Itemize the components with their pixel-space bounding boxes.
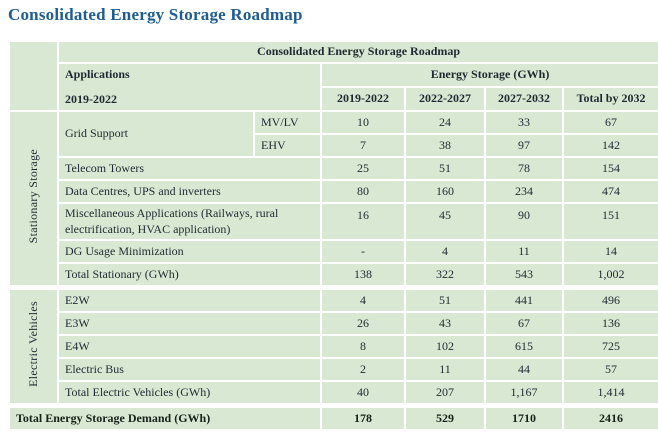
table-title-cell: Consolidated Energy Storage Roadmap	[56, 40, 658, 64]
value-cell: 142	[561, 133, 658, 158]
value-cell: 78	[484, 156, 564, 181]
value-cell: 496	[561, 285, 658, 314]
header-corner-cell	[8, 40, 59, 112]
app-cell-e2w: E2W	[57, 285, 322, 314]
year-header-2022-2027: 2022-2027	[404, 86, 486, 112]
value-cell: 615	[484, 334, 564, 360]
app-cell-total-stationary: Total Stationary (GWh)	[57, 262, 322, 289]
value-cell: 45	[404, 201, 486, 242]
value-cell: 97	[484, 133, 564, 158]
value-cell: 33	[484, 110, 564, 135]
value-cell: 4	[404, 239, 486, 265]
value-cell: 2416	[561, 403, 658, 432]
energy-storage-header-cell: Energy Storage (GWh)	[319, 62, 658, 88]
app-cell-telecom-towers: Telecom Towers	[57, 156, 322, 181]
app-cell-dg-usage: DG Usage Minimization	[57, 239, 322, 265]
value-cell: 25	[320, 156, 406, 181]
value-cell: 529	[404, 403, 486, 432]
table-row: Electric Vehicles E2W 4 51 441 496	[8, 285, 658, 407]
table-row: Total Electric Vehicles (GWh) 40 207 1,1…	[9, 380, 658, 407]
app-cell-miscellaneous: Miscellaneous Applications (Railways, ru…	[57, 201, 322, 242]
app-cell-electric-bus: Electric Bus	[57, 357, 322, 383]
applications-label: Applications	[65, 66, 130, 81]
value-cell: 26	[320, 311, 406, 337]
value-cell: 151	[561, 201, 658, 242]
table-row: DG Usage Minimization - 4 11 14	[9, 239, 658, 265]
app-cell-e3w: E3W	[57, 311, 322, 337]
value-cell: 7	[320, 133, 406, 158]
applications-header-cell: Applications 2019-2022	[57, 62, 322, 112]
value-cell: 725	[561, 334, 658, 360]
value-cell: 8	[320, 334, 406, 360]
grand-total-row: Total Energy Storage Demand (GWh) 178 52…	[8, 403, 658, 432]
value-cell: 1,167	[484, 380, 564, 407]
subtype-cell-ehv: EHV	[253, 133, 322, 158]
year-header-total-by-2032: Total by 2032	[561, 86, 658, 112]
table-row: EHV 7 38 97 142	[9, 133, 658, 158]
value-cell: 57	[561, 357, 658, 383]
value-cell: 80	[320, 179, 406, 204]
table-row: Miscellaneous Applications (Railways, ru…	[9, 201, 658, 242]
value-cell: 43	[404, 311, 486, 337]
app-cell-total-ev: Total Electric Vehicles (GWh)	[57, 380, 322, 407]
value-cell: 136	[561, 311, 658, 337]
value-cell: 102	[404, 334, 486, 360]
value-cell: 11	[484, 239, 564, 265]
energy-storage-table: Consolidated Energy Storage Roadmap Appl…	[8, 40, 658, 432]
grand-total-label-cell: Total Energy Storage Demand (GWh)	[8, 403, 322, 432]
value-cell: 322	[404, 262, 486, 289]
value-cell: 160	[404, 179, 486, 204]
value-cell: 67	[561, 110, 658, 135]
value-cell: 441	[484, 285, 564, 314]
value-cell: 2	[320, 357, 406, 383]
value-cell: 14	[561, 239, 658, 265]
value-cell: 543	[484, 262, 564, 289]
value-cell: 11	[404, 357, 486, 383]
table-row: Data Centres, UPS and inverters 80 160 2…	[9, 179, 658, 204]
value-cell: 138	[320, 262, 406, 289]
year-header-2019-2022: 2019-2022	[320, 86, 406, 112]
value-cell: 51	[404, 285, 486, 314]
value-cell: 10	[320, 110, 406, 135]
table-row: E4W 8 102 615 725	[9, 334, 658, 360]
table-row: Stationary Storage Grid Support MV/LV 10…	[8, 110, 658, 289]
section-label-stationary-storage: Stationary Storage	[8, 110, 59, 289]
value-cell: 1,002	[561, 262, 658, 289]
table-row: Total Stationary (GWh) 138 322 543 1,002	[9, 262, 658, 289]
value-cell: 474	[561, 179, 658, 204]
value-cell: 90	[484, 201, 564, 242]
value-cell: 1710	[484, 403, 564, 432]
value-cell: 44	[484, 357, 564, 383]
section-label-electric-vehicles: Electric Vehicles	[8, 285, 59, 407]
app-cell-grid-support: Grid Support	[57, 110, 255, 158]
value-cell: 51	[404, 156, 486, 181]
value-cell: 16	[320, 201, 406, 242]
table-row: Electric Bus 2 11 44 57	[9, 357, 658, 383]
value-cell: -	[320, 239, 406, 265]
value-cell: 207	[404, 380, 486, 407]
value-cell: 1,414	[561, 380, 658, 407]
value-cell: 40	[320, 380, 406, 407]
value-cell: 24	[404, 110, 486, 135]
table-row: Telecom Towers 25 51 78 154	[9, 156, 658, 181]
app-cell-e4w: E4W	[57, 334, 322, 360]
year-header-2027-2032: 2027-2032	[484, 86, 564, 112]
value-cell: 38	[404, 133, 486, 158]
value-cell: 234	[484, 179, 564, 204]
subtype-cell-mvlv: MV/LV	[253, 110, 322, 135]
table-row: E3W 26 43 67 136	[9, 311, 658, 337]
page-title: Consolidated Energy Storage Roadmap	[8, 5, 303, 24]
applications-period-label: 2019-2022	[65, 91, 117, 106]
app-cell-data-centres: Data Centres, UPS and inverters	[57, 179, 322, 204]
value-cell: 154	[561, 156, 658, 181]
value-cell: 178	[320, 403, 406, 432]
value-cell: 67	[484, 311, 564, 337]
value-cell: 4	[320, 285, 406, 314]
